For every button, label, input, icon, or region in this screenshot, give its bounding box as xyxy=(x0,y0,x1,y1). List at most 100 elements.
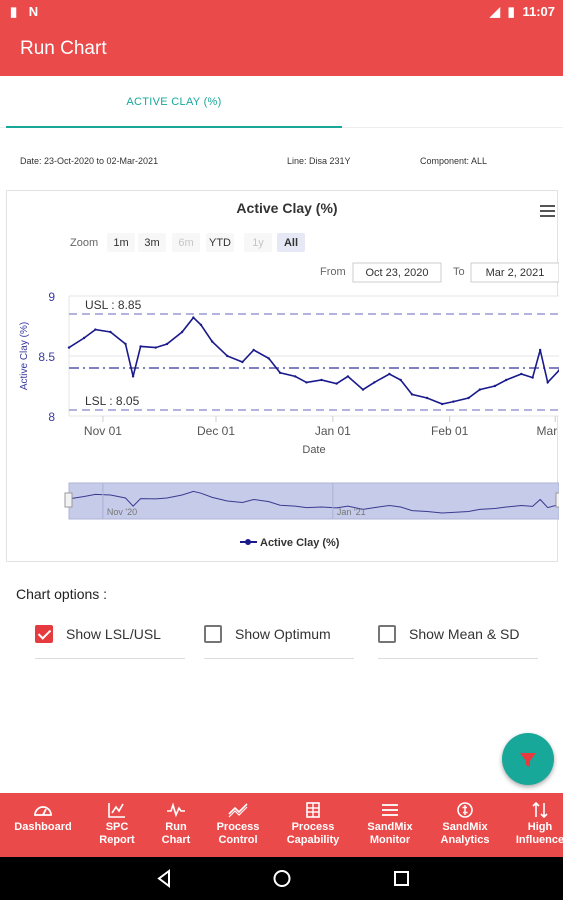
nav-process-control[interactable]: Process Control xyxy=(204,793,272,857)
high-influence-icon xyxy=(532,801,548,819)
home-icon[interactable] xyxy=(273,870,291,887)
data-point xyxy=(139,345,142,348)
tab-bar: ACTIVE CLAY (%) xyxy=(0,76,563,128)
zoom-buttons: 1m 3m 6m YTD 1y All xyxy=(107,233,305,252)
zoom-button-label: YTD xyxy=(209,237,231,249)
option-underline xyxy=(204,658,354,659)
y-tick-label: 8 xyxy=(48,410,55,424)
option-underline xyxy=(378,658,538,659)
battery-icon: ▮ xyxy=(507,4,515,19)
sandmix-monitor-icon xyxy=(382,804,398,816)
data-point xyxy=(131,375,135,378)
nav-run-chart[interactable]: Run Chart xyxy=(148,793,204,857)
data-point xyxy=(478,388,482,391)
x-tick-label: Nov 01 xyxy=(84,424,122,438)
signal-icon: ◢ xyxy=(490,4,501,19)
zoom-button-label: 1y xyxy=(252,237,264,249)
data-point xyxy=(346,375,350,378)
process-capability-icon xyxy=(306,802,320,818)
navigator-labels: Nov '20 Jan '21 xyxy=(102,483,366,519)
system-navigation-bar xyxy=(0,857,563,900)
data-point xyxy=(335,382,338,385)
nav-label: Process Control xyxy=(216,821,260,846)
zoom-button-3m[interactable] xyxy=(138,233,166,252)
data-point xyxy=(109,330,112,334)
status-icons-right: ◢ ▮ 11:07 xyxy=(490,4,555,20)
chart-title: Active Clay (%) xyxy=(236,200,337,216)
checkbox-show-lsl-usl[interactable] xyxy=(35,625,53,643)
zoom-button-all[interactable] xyxy=(277,233,305,252)
data-point xyxy=(241,360,244,364)
navigator-right-handle[interactable] xyxy=(555,492,563,508)
limit-label: USL : 8.85 xyxy=(85,298,142,312)
data-point xyxy=(293,375,297,378)
tab-active-clay[interactable]: ACTIVE CLAY (%) xyxy=(6,76,342,128)
navigator-series xyxy=(68,490,560,514)
hamburger-menu-icon[interactable] xyxy=(540,205,555,217)
y-tick-label: 8.5 xyxy=(38,350,55,364)
process-control-icon xyxy=(228,803,248,818)
checkbox-show-mean-sd[interactable] xyxy=(378,625,396,643)
date-range-info: Date: 23-Oct-2020 to 02-Mar-2021 xyxy=(20,156,159,166)
nav-label: Dashboard xyxy=(14,821,72,833)
data-point xyxy=(452,400,455,403)
status-bar: ▮ N ◢ ▮ 11:07 xyxy=(0,0,563,24)
nav-dashboard[interactable]: Dashboard xyxy=(0,793,86,857)
legend-marker xyxy=(245,539,251,545)
legend-label: Active Clay (%) xyxy=(260,537,340,549)
nav-label: High Influence xyxy=(515,821,563,846)
nav-sandmix-monitor[interactable]: SandMix Monitor xyxy=(354,793,426,857)
zoom-button-1m[interactable] xyxy=(107,233,135,252)
line-info: Line: Disa 231Y xyxy=(287,156,351,166)
page-title: Run Chart xyxy=(20,38,107,59)
data-point xyxy=(192,316,195,319)
tab-label: ACTIVE CLAY (%) xyxy=(126,96,222,108)
back-icon[interactable] xyxy=(157,869,170,888)
x-tick-label: Jan 01 xyxy=(315,424,351,438)
recents-icon[interactable] xyxy=(394,871,409,886)
data-point xyxy=(267,357,270,360)
nav-process-capability[interactable]: Process Capability xyxy=(272,793,354,857)
data-point xyxy=(373,381,376,384)
checkbox-show-optimum[interactable] xyxy=(204,625,222,643)
data-point xyxy=(211,340,214,343)
option-label: Show Mean & SD xyxy=(409,626,520,642)
data-point xyxy=(305,381,308,384)
data-point xyxy=(154,346,157,349)
zoom-button-ytd[interactable] xyxy=(206,233,234,252)
tab-indicator xyxy=(6,126,342,128)
run-chart-icon xyxy=(167,802,185,818)
data-point xyxy=(520,372,523,376)
data-point xyxy=(467,396,470,400)
zoom-button-label: 6m xyxy=(178,237,193,249)
data-point xyxy=(538,348,542,352)
series-line xyxy=(68,316,560,405)
data-point xyxy=(67,346,71,349)
navigator-left-handle[interactable] xyxy=(64,492,73,508)
nav-sandmix-analytics[interactable]: SandMix Analytics xyxy=(426,793,504,857)
nav-label: SPC Report xyxy=(99,821,135,846)
data-point xyxy=(252,348,255,352)
zoom-button-label: 3m xyxy=(144,237,159,249)
to-label: To xyxy=(453,266,465,278)
x-axis-ticks: Nov 01 Dec 01 Jan 01 Feb 01 Mar 01 xyxy=(84,416,563,438)
legend-item[interactable]: Active Clay (%) xyxy=(240,537,340,549)
data-point xyxy=(226,354,229,358)
data-point xyxy=(165,342,169,346)
run-chart: Active Clay (%) Zoom 1m 3m 6m YTD 1y All From… xyxy=(19,200,563,549)
limit-lines: USL : 8.85 LSL : 8.05 xyxy=(69,298,559,411)
filter-fab[interactable] xyxy=(502,733,554,785)
option-label: Show Optimum xyxy=(235,626,331,642)
nav-high-influence[interactable]: High Influence xyxy=(504,793,563,857)
navigator-window[interactable] xyxy=(68,482,560,520)
spc-report-icon xyxy=(108,803,125,818)
from-date-input[interactable] xyxy=(352,262,442,283)
data-point xyxy=(425,396,429,400)
from-date-value: Oct 23, 2020 xyxy=(366,267,429,279)
zoom-button-6m[interactable] xyxy=(172,233,200,252)
zoom-button-label: 1m xyxy=(113,237,128,249)
bottom-navigation: Dashboard SPC Report Run Chart Process C… xyxy=(0,793,563,857)
x-tick-label: Feb 01 xyxy=(431,424,469,438)
zoom-button-1y[interactable] xyxy=(244,233,272,252)
nav-spc-report[interactable]: SPC Report xyxy=(86,793,148,857)
